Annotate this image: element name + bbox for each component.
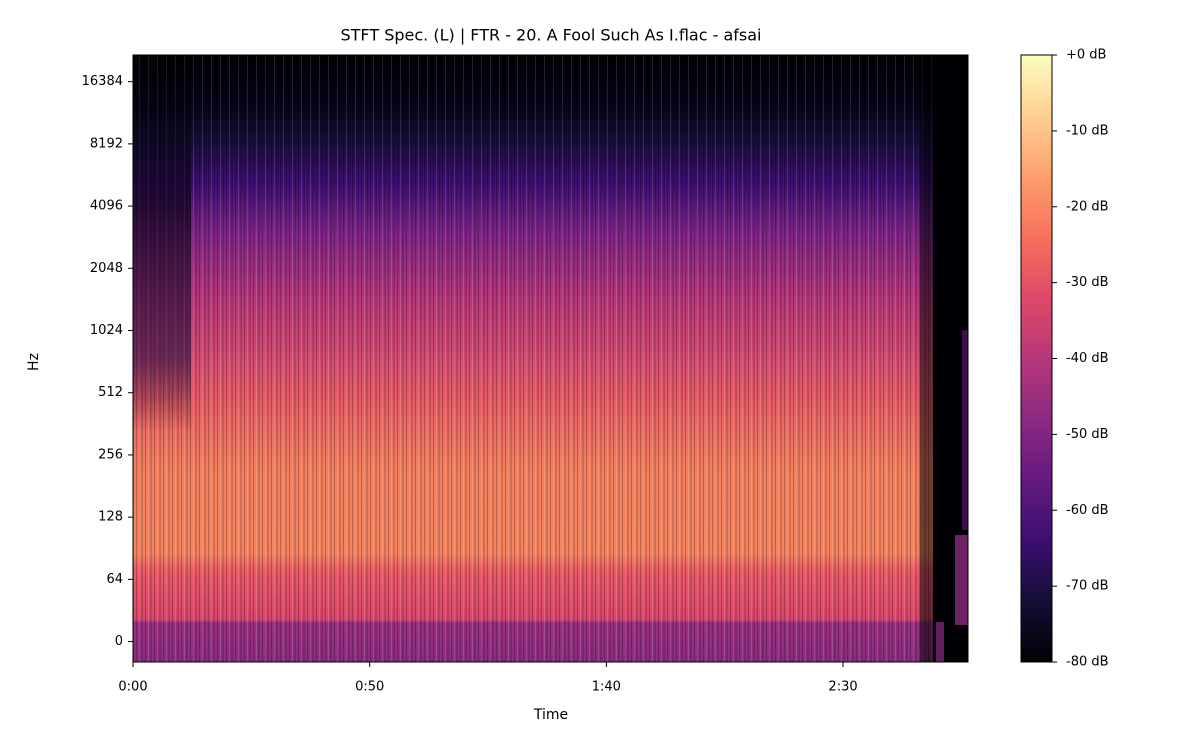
colorbar-tick-label: -80 dB <box>1066 655 1109 670</box>
colorbar-tick-label: -10 dB <box>1066 123 1109 138</box>
y-tick-label: 256 <box>98 447 123 462</box>
y-tick-label: 4096 <box>90 199 123 214</box>
y-tick-label: 0 <box>115 634 123 649</box>
spectrogram-tail <box>936 622 944 662</box>
spectrogram-tail <box>962 330 968 530</box>
colorbar-tick-label: -30 dB <box>1066 275 1109 290</box>
x-tick-label: 0:00 <box>118 680 147 695</box>
y-axis-label: Hz <box>26 353 42 371</box>
y-tick-label: 2048 <box>90 261 123 276</box>
y-tick-label: 16384 <box>82 74 123 89</box>
chart-title: STFT Spec. (L) | FTR - 20. A Fool Such A… <box>341 26 762 45</box>
x-tick-label: 1:40 <box>592 680 621 695</box>
colorbar-tick-label: -40 dB <box>1066 351 1109 366</box>
spectrogram-fade <box>920 55 933 662</box>
colorbar-tick-label: -70 dB <box>1066 579 1109 594</box>
x-axis-label: Time <box>533 707 568 723</box>
colorbar-tick-label: +0 dB <box>1066 48 1106 63</box>
colorbar-tick-label: -60 dB <box>1066 503 1109 518</box>
y-tick-label: 64 <box>106 572 123 587</box>
x-tick-label: 2:30 <box>828 680 857 695</box>
y-tick-label: 1024 <box>90 323 123 338</box>
x-tick-label: 0:50 <box>355 680 384 695</box>
spectrogram-texture <box>133 55 968 662</box>
y-tick-label: 512 <box>98 385 123 400</box>
y-tick-label: 8192 <box>90 136 123 151</box>
colorbar-tick-label: -50 dB <box>1066 427 1109 442</box>
spectrogram-tail <box>955 535 968 625</box>
plot-frame <box>132 54 969 663</box>
colorbar-tick-label: -20 dB <box>1066 199 1109 214</box>
spectrogram-image <box>133 55 968 662</box>
colorbar <box>1020 54 1053 663</box>
y-tick-label: 128 <box>98 510 123 525</box>
spectrogram-intro <box>133 55 191 662</box>
